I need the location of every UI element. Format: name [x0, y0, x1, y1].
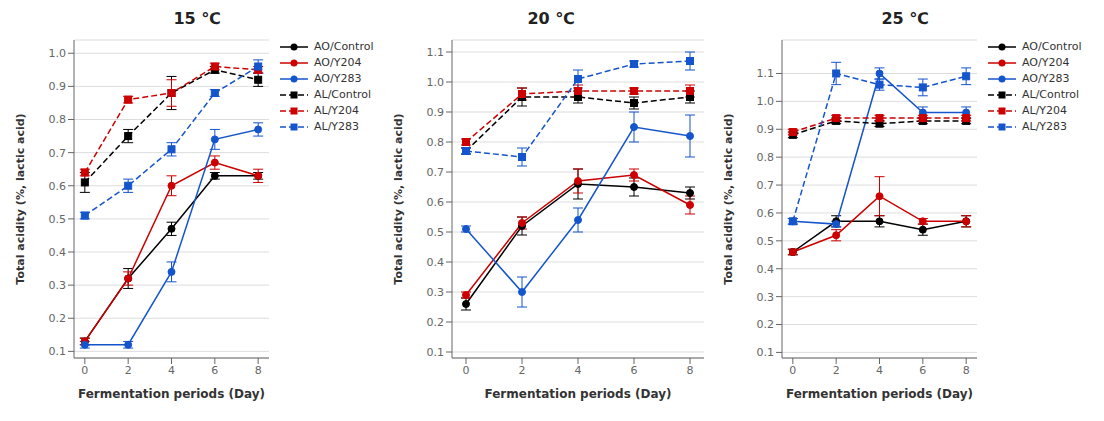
svg-text:Total acidity (%, lactic acid): Total acidity (%, lactic acid): [392, 113, 405, 284]
svg-text:2: 2: [833, 364, 840, 377]
html-text:AO/Y204: AO/Y204: [314, 56, 362, 69]
svg-text:1.0: 1.0: [427, 76, 445, 89]
svg-text:2: 2: [125, 364, 132, 377]
svg-text:1.0: 1.0: [757, 95, 775, 108]
svg-text:1.0: 1.0: [49, 47, 67, 60]
svg-text:0.8: 0.8: [757, 151, 775, 164]
svg-text:0.2: 0.2: [427, 316, 445, 329]
svg-text:0.1: 0.1: [757, 346, 775, 359]
svg-text:0.4: 0.4: [49, 246, 67, 259]
svg-text:0.3: 0.3: [427, 286, 445, 299]
svg-text:8: 8: [963, 364, 970, 377]
svg-text:0.1: 0.1: [427, 346, 445, 359]
svg-text:0.6: 0.6: [427, 196, 445, 209]
html-text:AO/Control: AO/Control: [1022, 40, 1082, 53]
svg-text:0: 0: [81, 364, 88, 377]
svg-text:1.1: 1.1: [427, 46, 445, 59]
svg-text:8: 8: [687, 364, 694, 377]
svg-text:Total acidity (%, lactic acid): Total acidity (%, lactic acid): [14, 113, 27, 284]
svg-text:0.5: 0.5: [757, 235, 775, 248]
html-text:AO/Y283: AO/Y283: [1022, 72, 1070, 85]
svg-text:0: 0: [789, 364, 796, 377]
html-text:25 ℃: 25 ℃: [881, 9, 929, 28]
html-text:AL/Y283: AL/Y283: [1022, 120, 1068, 133]
svg-text:0.2: 0.2: [757, 318, 775, 331]
svg-text:0.7: 0.7: [757, 179, 775, 192]
html-text:20 ℃: 20 ℃: [527, 9, 575, 28]
svg-text:0.2: 0.2: [49, 312, 67, 325]
svg-text:0.7: 0.7: [427, 166, 445, 179]
svg-text:0.5: 0.5: [427, 226, 445, 239]
svg-text:0.3: 0.3: [757, 291, 775, 304]
svg-text:0.8: 0.8: [427, 136, 445, 149]
html-text:AO/Y204: AO/Y204: [1022, 56, 1070, 69]
svg-text:0.6: 0.6: [49, 180, 67, 193]
svg-text:Fermentation periods (Day): Fermentation periods (Day): [485, 387, 672, 401]
svg-text:4: 4: [168, 364, 175, 377]
svg-text:0.4: 0.4: [757, 263, 775, 276]
svg-text:4: 4: [575, 364, 582, 377]
svg-text:0.9: 0.9: [49, 80, 67, 93]
svg-text:0.4: 0.4: [427, 256, 445, 269]
svg-text:0.3: 0.3: [49, 279, 67, 292]
svg-text:0: 0: [463, 364, 470, 377]
svg-text:0.5: 0.5: [49, 213, 67, 226]
svg-text:Fermentation periods (Day): Fermentation periods (Day): [78, 387, 265, 401]
html-text:AL/Y283: AL/Y283: [314, 120, 360, 133]
svg-text:6: 6: [631, 364, 638, 377]
svg-text:Total acidity (%, lactic acid): Total acidity (%, lactic acid): [722, 113, 735, 284]
html-text:AL/Control: AL/Control: [1022, 88, 1080, 101]
svg-text:0.9: 0.9: [757, 123, 775, 136]
svg-text:0.7: 0.7: [49, 147, 67, 160]
svg-text:0.1: 0.1: [49, 345, 67, 358]
svg-text:6: 6: [919, 364, 926, 377]
svg-text:Fermentation periods (Day): Fermentation periods (Day): [786, 387, 973, 401]
html-text:AL/Y204: AL/Y204: [1022, 104, 1068, 117]
svg-text:0.9: 0.9: [427, 106, 445, 119]
svg-text:2: 2: [519, 364, 526, 377]
html-text:AO/Y283: AO/Y283: [314, 72, 362, 85]
html-text:AL/Y204: AL/Y204: [314, 104, 360, 117]
svg-text:1.1: 1.1: [757, 67, 775, 80]
svg-text:8: 8: [255, 364, 262, 377]
html-text:AO/Control: AO/Control: [314, 40, 374, 53]
svg-text:0.8: 0.8: [49, 113, 67, 126]
svg-text:6: 6: [211, 364, 218, 377]
html-text:15 ℃: 15 ℃: [173, 9, 221, 28]
svg-text:0.6: 0.6: [757, 207, 775, 220]
html-text:AL/Control: AL/Control: [314, 88, 372, 101]
svg-text:4: 4: [876, 364, 883, 377]
